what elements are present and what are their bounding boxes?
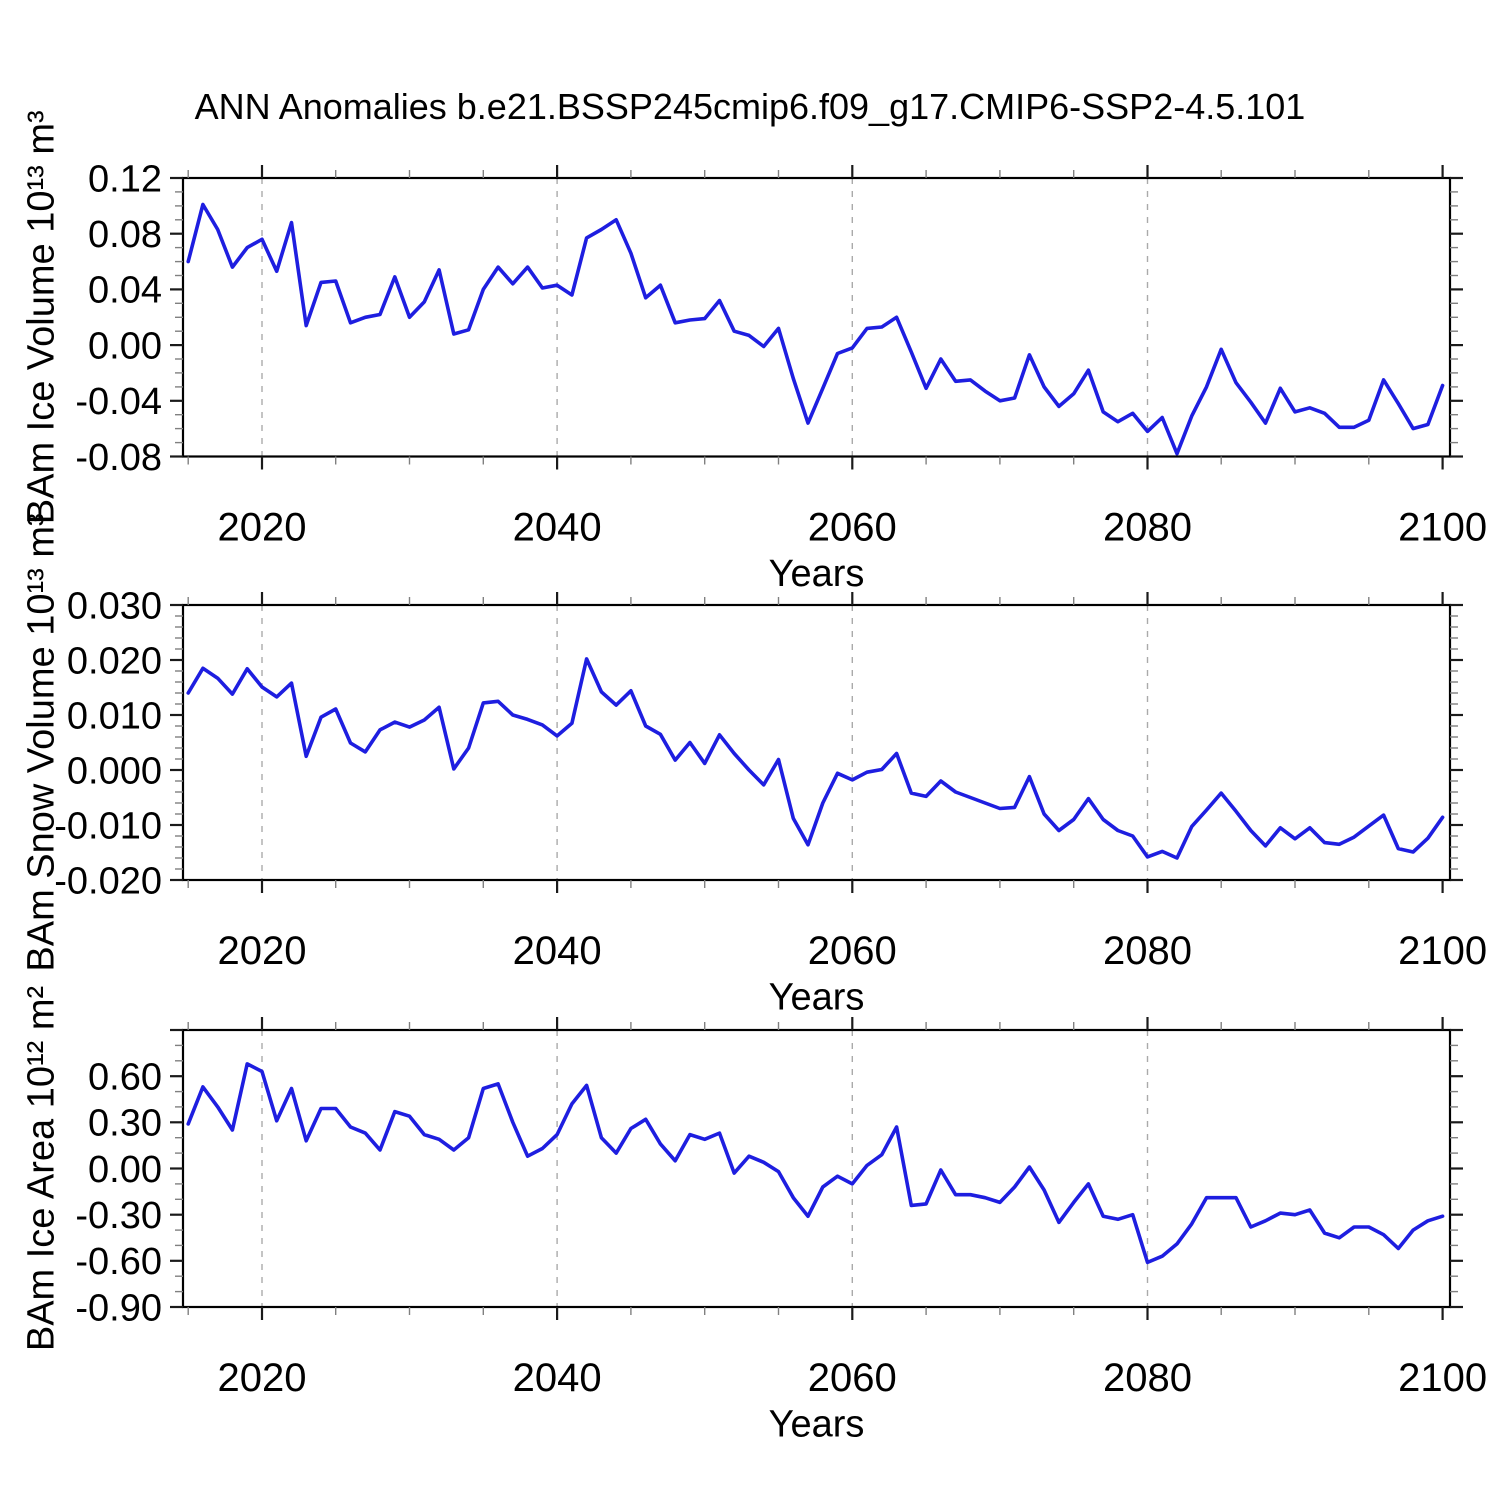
x-tick-label-snow-volume: 2060: [808, 929, 897, 973]
series-line-snow-volume: [186, 657, 1445, 860]
series-line-ice-area: [186, 1062, 1445, 1265]
x-tick-label-snow-volume: 2080: [1103, 929, 1192, 973]
y-tick-label-ice-area: -0.30: [75, 1195, 162, 1237]
gridlines-snow-volume: [261, 605, 1149, 880]
x-axis-title-snow-volume: Years: [769, 976, 865, 1018]
y-tick-label-ice-volume: 0.04: [88, 270, 162, 312]
panel-ice-volume: 0.12 0.08 0.04 0.00 -0.04 -0.08 2020 2040 2060 20…: [20, 110, 1487, 594]
x-tick-label-snow-volume: 2100: [1398, 929, 1487, 973]
x-tick-label-ice-volume: 2020: [218, 506, 307, 550]
panel-snow-volume: 0.030 0.020 0.010 0.000 -0.010 -0.020 2020 2040…: [20, 513, 1487, 1018]
y-tick-label-ice-volume: 0.08: [88, 214, 162, 256]
x-tick-label-ice-area: 2060: [808, 1356, 897, 1400]
y-tick-label-ice-area: 0.30: [88, 1103, 162, 1145]
y-axis-title-ice-volume: BAm Ice Volume 10¹³ m³: [20, 110, 62, 524]
y-tick-label-ice-area: -0.60: [75, 1241, 162, 1283]
gridlines-ice-area: [261, 1030, 1149, 1307]
x-tick-label-ice-area: 2100: [1398, 1356, 1487, 1400]
y-tick-label-ice-volume: 0.00: [88, 325, 162, 367]
x-tick-label-ice-volume: 2060: [808, 506, 897, 550]
plot-frame-snow-volume: [181, 603, 1452, 882]
x-axis-title-ice-area: Years: [769, 1403, 865, 1445]
x-axis-title-ice-volume: Years: [769, 553, 865, 595]
axis-ticks-ice-volume: [170, 165, 1463, 470]
y-axis-title-ice-area: BAm Ice Area 10¹² m²: [20, 986, 62, 1351]
panel-ice-area: 0.600.300.00-0.30-0.60-0.90 2020 2040 2060 2…: [20, 986, 1487, 1445]
x-tick-label-ice-area: 2080: [1103, 1356, 1192, 1400]
y-tick-label-ice-area: -0.90: [75, 1287, 162, 1329]
x-tick-label-ice-volume: 2040: [513, 506, 602, 550]
y-tick-label-ice-volume: 0.12: [88, 158, 162, 200]
y-tick-label-ice-volume: -0.04: [75, 381, 162, 423]
axis-ticks-ice-area: [170, 1017, 1463, 1320]
x-tick-label-ice-area: 2040: [513, 1356, 602, 1400]
x-tick-label-ice-volume: 2080: [1103, 506, 1192, 550]
y-tick-label-snow-volume: 0.000: [67, 750, 162, 792]
y-axis-title-snow-volume: BAm Snow Volume 10¹³ m³: [20, 513, 62, 971]
y-tick-label-snow-volume: 0.010: [67, 695, 162, 737]
x-tick-label-ice-volume: 2100: [1398, 506, 1487, 550]
y-tick-label-ice-area: 0.00: [88, 1149, 162, 1191]
y-tick-label-snow-volume: 0.020: [67, 640, 162, 682]
y-tick-label-snow-volume: -0.010: [54, 805, 162, 847]
y-tick-label-snow-volume: -0.020: [54, 860, 162, 902]
chart-title: ANN Anomalies b.e21.BSSP245cmip6.f09_g17…: [194, 86, 1306, 127]
plot-frame-ice-area: [181, 1028, 1452, 1309]
y-tick-label-ice-area: 0.60: [88, 1057, 162, 1099]
y-tick-label-snow-volume: 0.030: [67, 585, 162, 627]
series-line-ice-volume: [186, 202, 1445, 456]
y-tick-label-ice-volume: -0.08: [75, 437, 162, 479]
axis-ticks-snow-volume: [170, 592, 1463, 893]
x-tick-label-snow-volume: 2040: [513, 929, 602, 973]
x-tick-label-snow-volume: 2020: [218, 929, 307, 973]
x-tick-label-ice-area: 2020: [218, 1356, 307, 1400]
